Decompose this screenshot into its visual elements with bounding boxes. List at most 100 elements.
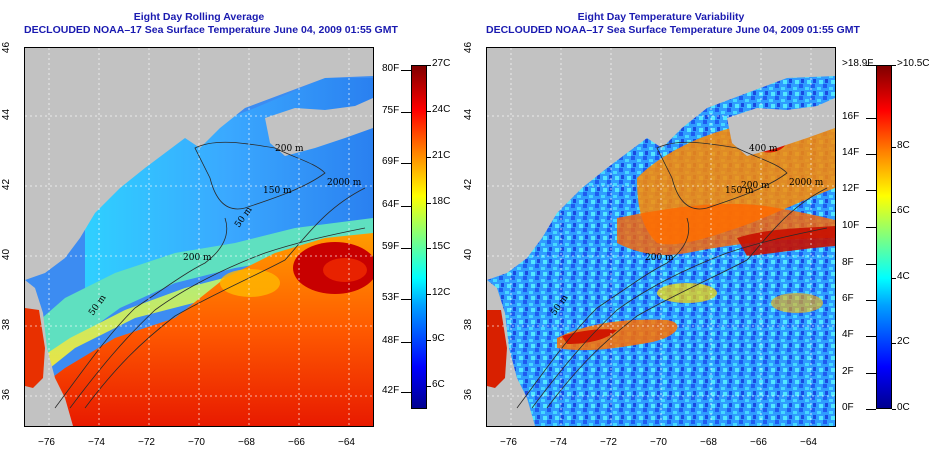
colorbar-label-c: 24C (432, 103, 451, 115)
colorbar-label-f: 12F (842, 183, 860, 195)
colorbar-tick-left (401, 162, 411, 164)
right-xtick-label: −68 (700, 437, 717, 448)
land-north (487, 48, 835, 280)
right-xtick-label: −64 (800, 437, 817, 448)
left-xtick-label: −70 (188, 437, 205, 448)
colorbar-label-c: 8C (897, 139, 910, 151)
right-contour-label-0: 2000 m (789, 178, 824, 188)
variability-band-shelfbreak (617, 203, 835, 255)
colorbar-tick-right (427, 202, 431, 204)
right-map-panel: 2000 m 200 m 50 m 200 m 150 m 400 m (486, 47, 836, 427)
colorbar-label-f: 10F (842, 219, 860, 231)
colorbar-label-f: 6F (842, 292, 854, 304)
left-subtitle: DECLOUDED NOAA–17 Sea Surface Temperatur… (24, 24, 398, 36)
left-grid (25, 48, 373, 426)
colorbar-label-f: 69F (382, 155, 400, 167)
colorbar-tick-right (427, 110, 431, 112)
left-ytick-label: 36 (1, 388, 13, 401)
left-contour-label-4: 150 m (263, 186, 292, 196)
colorbar-label-f: 0F (842, 402, 854, 413)
right-contour-label-1: 200 m (645, 253, 674, 263)
colorbar-label-f: 59F (382, 241, 400, 253)
right-xtick-label: −72 (600, 437, 617, 448)
left-contour-label-1: 200 m (183, 253, 212, 263)
colorbar-label-f: 16F (842, 110, 860, 122)
left-ytick-label: 42 (1, 178, 13, 191)
colorbar-label-c: >10.5C (897, 58, 930, 69)
right-xtick-label: −76 (500, 437, 517, 448)
contour-2000m (84, 187, 366, 409)
right-ytick-label: 42 (463, 178, 475, 191)
right-ytick-label: 44 (463, 108, 475, 121)
colorbar-label-f: 64F (382, 198, 400, 210)
right-title: Eight Day Temperature Variability (577, 11, 745, 23)
colorbar-label-f: 53F (382, 291, 400, 303)
colorbar-tick-right (892, 212, 896, 214)
colorbar-tick-left (866, 263, 876, 265)
left-xtick-label: −74 (88, 437, 105, 448)
right-grid (487, 48, 835, 426)
contour-200m (69, 227, 366, 409)
variability-spot-2 (771, 293, 823, 313)
colorbar-label-c: 4C (897, 270, 910, 282)
left-xtick-label: −72 (138, 437, 155, 448)
colorbar-tick-right (427, 386, 431, 388)
colorbar-label-c: 9C (432, 333, 445, 345)
left-xtick-label: −66 (288, 437, 305, 448)
contour-50m (516, 217, 690, 409)
colorbar-tick-left (866, 299, 876, 301)
variability-spot-1 (657, 283, 717, 303)
right-subtitle: DECLOUDED NOAA–17 Sea Surface Temperatur… (486, 24, 860, 36)
right-ytick-label: 38 (463, 318, 475, 331)
colorbar-tick-left (866, 226, 876, 228)
land-north (25, 48, 373, 280)
colorbar-tick-right (892, 409, 896, 410)
colorbar-tick-left (401, 112, 411, 114)
colorbar-tick-left (866, 336, 876, 338)
left-contour-label-3: 200 m (275, 144, 304, 154)
colorbar-label-f: 8F (842, 256, 854, 268)
left-ytick-label: 44 (1, 108, 13, 121)
colorbar-tick-right (892, 343, 896, 345)
colorbar-label-f: 2F (842, 365, 854, 377)
right-ytick-label: 36 (463, 388, 475, 401)
colorbar-label-f: 14F (842, 147, 860, 159)
land-nova-scotia (727, 98, 835, 156)
contour-gom (194, 141, 326, 210)
variability-south-red (562, 329, 617, 344)
left-ytick-label: 46 (1, 41, 13, 54)
land-nova-scotia (265, 98, 373, 156)
left-title: Eight Day Rolling Average (133, 11, 265, 23)
colorbar-label-c: 6C (432, 379, 445, 391)
right-contour-label-3: 200 m (741, 181, 770, 191)
contour-2000m (546, 187, 828, 409)
contour-200m (531, 227, 828, 409)
colorbar-tick-right (427, 65, 431, 66)
colorbar-tick-left (866, 65, 876, 66)
right-map-svg: 2000 m 200 m 50 m 200 m 150 m 400 m (487, 48, 835, 426)
colorbar-label-c: 2C (897, 336, 910, 348)
left-xtick-label: −68 (238, 437, 255, 448)
colorbar-tick-left (866, 409, 876, 410)
left-map-panel: 2000 m 200 m 50 m 200 m 150 m 50 m (24, 47, 374, 427)
colorbar-tick-left (401, 341, 411, 343)
colorbar-label-c: 27C (432, 58, 451, 69)
colorbar-label-c: 12C (432, 287, 451, 299)
warm-streamer (220, 269, 280, 297)
colorbar-label-c: 15C (432, 241, 451, 253)
left-map-svg: 2000 m 200 m 50 m 200 m 150 m 50 m (25, 48, 373, 426)
colorbar-tick-right (892, 65, 896, 66)
right-xtick-label: −66 (750, 437, 767, 448)
colorbar-tick-left (866, 372, 876, 374)
right-contour-label-4: 150 m (725, 186, 754, 196)
left-xtick-label: −76 (38, 437, 55, 448)
colorbar-label-f: 4F (842, 329, 854, 341)
right-xtick-label: −70 (650, 437, 667, 448)
colorbar-tick-left (401, 69, 411, 71)
colorbar-tick-left (401, 205, 411, 207)
contour-50m (54, 217, 228, 409)
colorbar-tick-right (427, 248, 431, 250)
colorbar-tick-right (892, 146, 896, 148)
colorbar-label-f: 75F (382, 105, 400, 117)
colorbar-label-c: 21C (432, 149, 451, 161)
